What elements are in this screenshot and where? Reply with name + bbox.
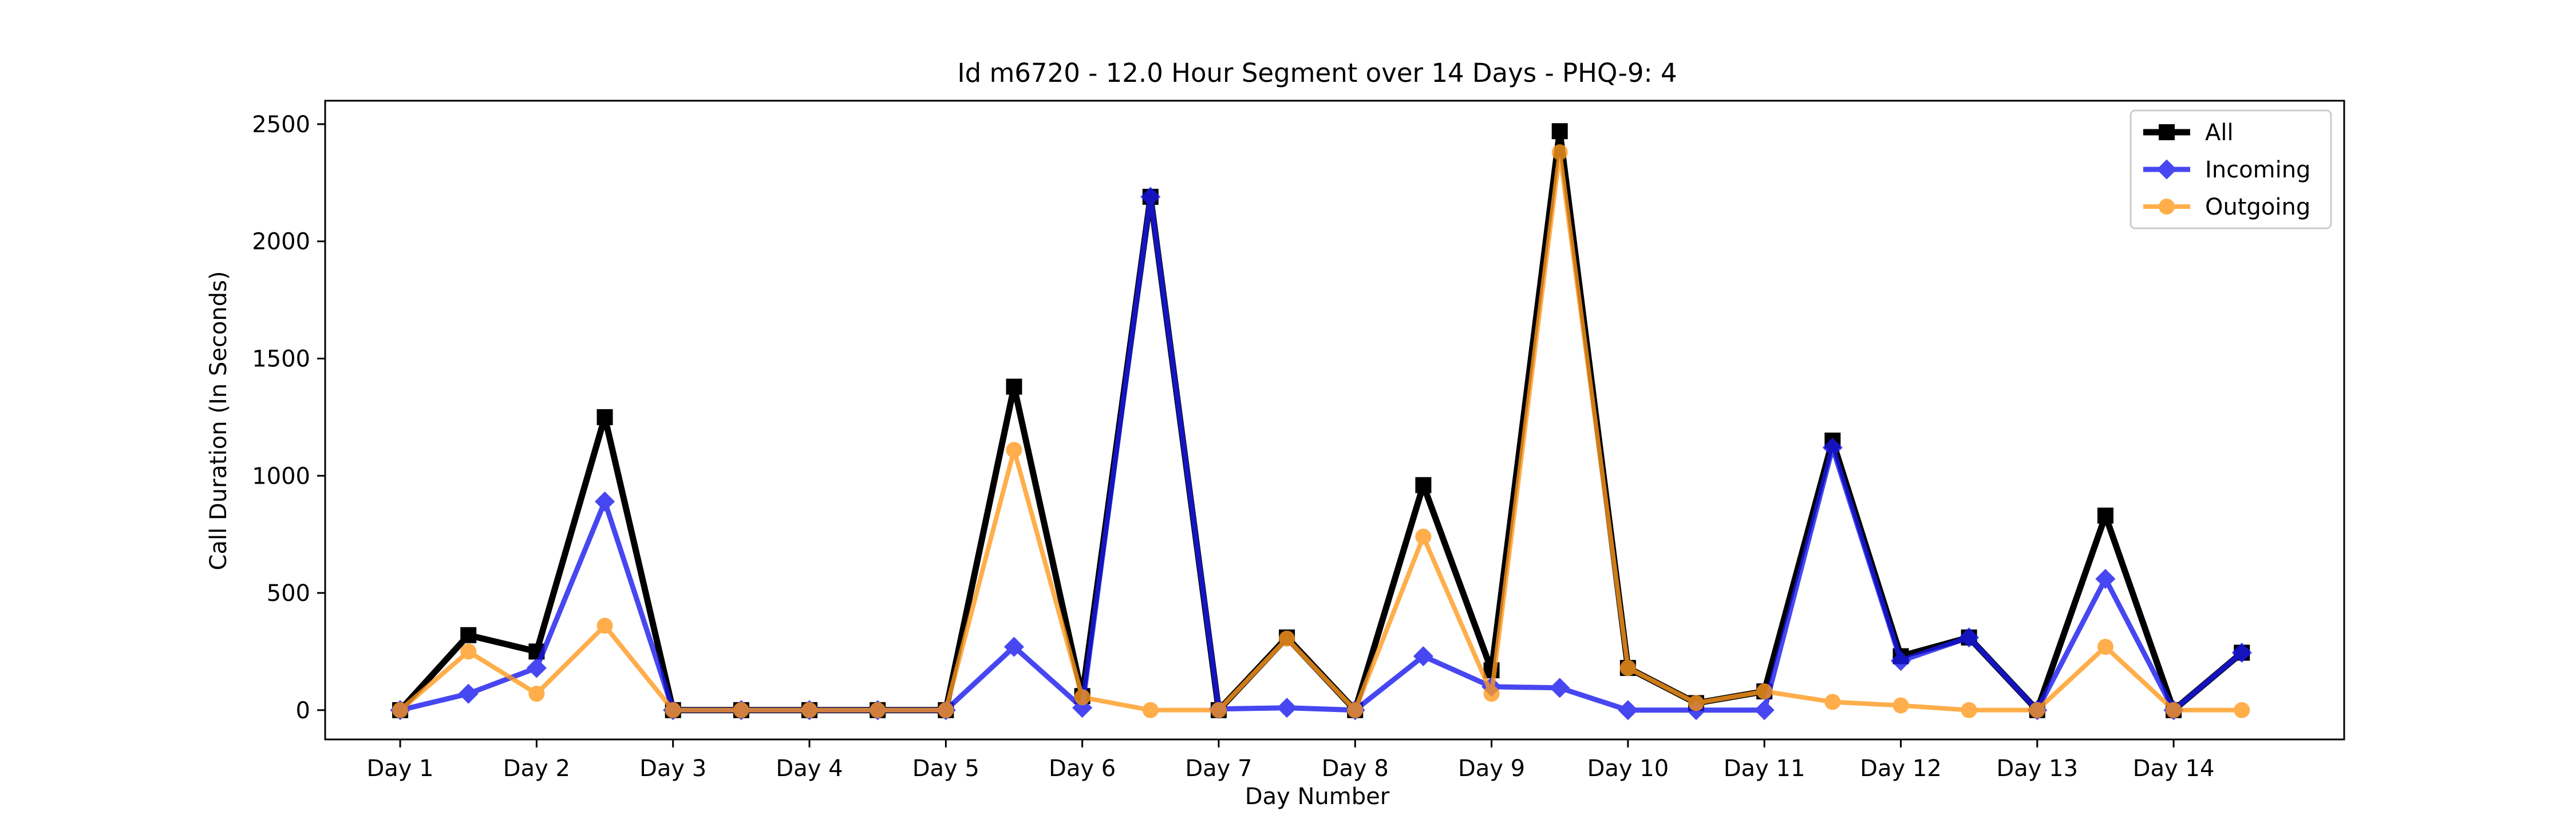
y-tick-label: 2000 <box>252 229 310 255</box>
data-point-outgoing <box>1688 695 1705 711</box>
x-tick-label: Day 5 <box>912 755 979 782</box>
data-point-incoming <box>1277 698 1297 718</box>
data-point-all <box>596 409 613 425</box>
data-point-incoming <box>458 683 479 704</box>
data-point-outgoing <box>665 702 681 718</box>
data-point-incoming <box>1413 646 1433 667</box>
data-point-outgoing <box>1756 683 1773 700</box>
legend-marker-outgoing <box>2159 199 2175 215</box>
series-line-outgoing <box>398 150 2242 713</box>
data-point-outgoing <box>1006 442 1022 458</box>
data-point-outgoing <box>1551 144 1568 161</box>
data-point-incoming <box>526 658 547 678</box>
series-line-all <box>398 128 2244 714</box>
series-outgoing <box>392 144 2250 718</box>
data-point-outgoing <box>1347 702 1364 718</box>
legend-item-incoming <box>2143 159 2190 180</box>
data-point-outgoing <box>528 686 545 702</box>
data-point-incoming <box>1754 700 1775 721</box>
legend-label-outgoing: Outgoing <box>2205 194 2310 220</box>
x-axis-label: Day Number <box>1245 784 1390 810</box>
data-point-outgoing <box>870 702 886 718</box>
legend-box <box>2129 109 2332 229</box>
x-tick-label: Day 8 <box>1322 755 1389 782</box>
data-point-all <box>1006 378 1022 395</box>
plot-area <box>324 100 2345 741</box>
data-point-outgoing <box>460 643 477 660</box>
legend-marker-incoming <box>2156 159 2177 180</box>
data-point-incoming <box>1959 627 1980 648</box>
y-tick-label: 500 <box>267 580 310 607</box>
x-tick-label: Day 7 <box>1185 755 1252 782</box>
x-tick-label: Day 11 <box>1724 755 1805 782</box>
x-tick-label: Day 12 <box>1860 755 1942 782</box>
x-tick-label: Day 6 <box>1049 755 1116 782</box>
x-tick-label: Day 14 <box>2133 755 2215 782</box>
x-tick-label: Day 13 <box>1996 755 2078 782</box>
data-point-outgoing <box>1210 702 1227 718</box>
data-point-incoming <box>2231 642 2252 663</box>
series-all <box>392 123 2250 718</box>
y-tick-label: 1000 <box>252 463 310 489</box>
data-point-outgoing <box>2166 702 2182 718</box>
x-tick-label: Day 10 <box>1587 755 1669 782</box>
data-point-incoming <box>2095 568 2116 589</box>
data-point-incoming <box>1140 187 1161 207</box>
x-tick-label: Day 4 <box>776 755 843 782</box>
legend-item-all <box>2143 124 2190 140</box>
legend-marker-all <box>2159 124 2175 140</box>
x-tick-label: Day 1 <box>366 755 433 782</box>
data-point-incoming <box>1618 700 1638 721</box>
x-tick-label: Day 3 <box>639 755 706 782</box>
data-point-outgoing <box>1483 686 1500 702</box>
data-point-outgoing <box>1619 660 1636 676</box>
series-incoming <box>390 187 2252 721</box>
y-axis-label: Call Duration (In Seconds) <box>206 271 232 571</box>
data-point-outgoing <box>1074 689 1091 706</box>
legend-label-incoming: Incoming <box>2205 157 2310 183</box>
x-tick-label: Day 2 <box>503 755 570 782</box>
data-point-outgoing <box>596 618 613 634</box>
data-point-all <box>2097 507 2113 524</box>
data-point-outgoing <box>1142 702 1159 718</box>
y-axis: 0 500 1000 1500 2000 2500 <box>252 112 325 724</box>
data-point-all <box>460 627 477 643</box>
data-point-incoming <box>1550 678 1570 698</box>
data-point-all <box>1551 123 1568 140</box>
data-point-incoming <box>1890 651 1911 671</box>
data-point-outgoing <box>1279 630 1295 647</box>
x-tick-label: Day 9 <box>1458 755 1525 782</box>
data-point-incoming <box>1003 636 1025 657</box>
chart-title: Id m6720 - 12.0 Hour Segment over 14 Day… <box>957 58 1677 88</box>
y-tick-label: 0 <box>296 698 310 724</box>
legend-label-all: All <box>2205 120 2234 146</box>
plot-frame <box>324 100 2345 741</box>
data-point-outgoing <box>938 702 954 718</box>
data-point-outgoing <box>1824 694 1841 710</box>
data-point-outgoing <box>1893 697 1909 714</box>
legend-item-outgoing <box>2143 199 2190 215</box>
data-point-outgoing <box>2097 639 2113 655</box>
data-point-all <box>1415 477 1432 493</box>
data-point-outgoing <box>1415 528 1432 545</box>
y-tick-label: 1500 <box>252 346 310 372</box>
x-axis: Day 1 Day 2 Day 3 Day 4 Day 5 Day 6 Day 7 Day 8… <box>366 739 2214 782</box>
data-point-outgoing <box>733 702 749 718</box>
data-point-outgoing <box>801 702 818 718</box>
legend: All Incoming Outgoing <box>2129 109 2332 229</box>
data-point-outgoing <box>2234 702 2250 718</box>
y-tick-label: 2500 <box>252 112 310 138</box>
data-point-outgoing <box>392 702 409 718</box>
data-point-outgoing <box>2029 702 2045 718</box>
data-point-outgoing <box>1961 702 1977 718</box>
data-point-incoming <box>1822 437 1843 458</box>
data-point-incoming <box>594 491 615 512</box>
